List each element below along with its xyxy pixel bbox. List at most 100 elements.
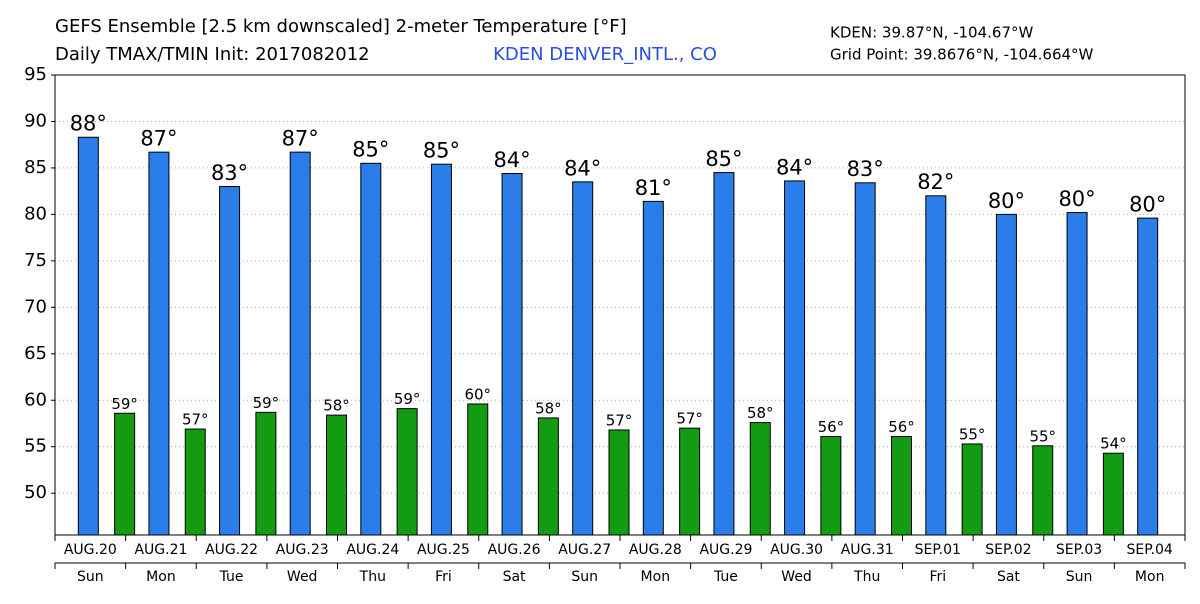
x-tick-label: AUG.29 xyxy=(699,542,752,558)
weekday-label: Sun xyxy=(1066,569,1093,585)
bar xyxy=(961,443,983,536)
bar xyxy=(713,172,735,536)
x-tick-label: AUG.23 xyxy=(276,542,329,558)
value-label: 81° xyxy=(635,176,672,200)
x-tick-label: SEP.01 xyxy=(915,542,961,558)
weekday-label: Wed xyxy=(287,569,318,585)
x-tick-label: SEP.03 xyxy=(1056,542,1102,558)
value-label: 82° xyxy=(917,170,954,194)
value-label: 80° xyxy=(988,189,1025,213)
x-tick-label: AUG.21 xyxy=(134,542,187,558)
y-tick-label: 75 xyxy=(24,250,47,271)
value-label: 85° xyxy=(705,147,742,171)
value-label: 87° xyxy=(140,127,177,151)
value-label: 56° xyxy=(888,418,915,436)
bar xyxy=(642,200,664,536)
value-label: 85° xyxy=(423,139,460,163)
bar xyxy=(1137,217,1159,536)
bar xyxy=(995,213,1017,536)
value-label: 60° xyxy=(464,385,491,403)
bar xyxy=(854,182,876,536)
x-tick-label: SEP.02 xyxy=(985,542,1031,558)
weekday-label: Mon xyxy=(641,569,671,585)
value-label: 87° xyxy=(282,127,319,151)
bar xyxy=(820,435,842,536)
value-label: 59° xyxy=(111,395,138,413)
x-tick-label: AUG.30 xyxy=(770,542,823,558)
x-tick-label: SEP.04 xyxy=(1127,542,1173,558)
value-label: 55° xyxy=(1029,427,1056,445)
chart-subtitle: Daily TMAX/TMIN Init: 2017082012 xyxy=(55,44,370,65)
value-label: 57° xyxy=(182,411,209,429)
x-tick-label: AUG.25 xyxy=(417,542,470,558)
bar xyxy=(430,163,452,536)
weekday-label: Tue xyxy=(713,569,738,585)
value-label: 84° xyxy=(564,156,601,180)
bar xyxy=(1102,452,1124,536)
value-label: 57° xyxy=(676,410,703,428)
value-label: 59° xyxy=(394,390,421,408)
value-label: 85° xyxy=(352,138,389,162)
x-tick-label: AUG.20 xyxy=(64,542,117,558)
y-tick-label: 55 xyxy=(24,436,47,457)
value-label: 84° xyxy=(493,148,530,172)
bar xyxy=(148,151,170,536)
bar xyxy=(360,162,382,536)
location-line: KDEN: 39.87°N, -104.67°W xyxy=(830,24,1034,42)
y-tick-label: 90 xyxy=(24,110,47,131)
bar xyxy=(679,427,701,536)
x-tick-label: AUG.26 xyxy=(488,542,541,558)
x-tick-label: AUG.24 xyxy=(346,542,399,558)
bar xyxy=(925,195,947,536)
x-tick-label: AUG.22 xyxy=(205,542,258,558)
value-label: 80° xyxy=(1129,193,1166,217)
y-tick-label: 60 xyxy=(24,389,47,410)
weekday-label: Tue xyxy=(219,569,244,585)
value-label: 55° xyxy=(959,425,986,443)
bar xyxy=(1066,212,1088,536)
bar xyxy=(255,411,277,536)
bar xyxy=(326,414,347,536)
chart-title: GEFS Ensemble [2.5 km downscaled] 2-mete… xyxy=(55,16,627,37)
value-label: 80° xyxy=(1058,187,1095,211)
weekday-label: Thu xyxy=(359,569,386,585)
y-tick-label: 85 xyxy=(24,157,47,178)
weekday-label: Sat xyxy=(503,569,526,585)
value-label: 59° xyxy=(253,394,280,412)
value-label: 58° xyxy=(747,404,774,422)
bar xyxy=(501,173,523,536)
value-label: 56° xyxy=(818,418,845,436)
weekday-label: Fri xyxy=(435,569,452,585)
weekday-label: Mon xyxy=(1135,569,1165,585)
x-tick-label: AUG.31 xyxy=(841,542,894,558)
value-label: 58° xyxy=(323,397,350,415)
weekday-label: Wed xyxy=(781,569,812,585)
weekday-label: Mon xyxy=(146,569,176,585)
bar xyxy=(572,181,594,536)
value-label: 83° xyxy=(211,161,248,185)
value-label: 83° xyxy=(847,157,884,181)
bar xyxy=(537,417,559,536)
weekday-label: Thu xyxy=(853,569,880,585)
bar xyxy=(396,408,418,536)
bar xyxy=(608,429,630,536)
weekday-label: Fri xyxy=(929,569,946,585)
y-tick-label: 65 xyxy=(24,343,47,364)
y-tick-label: 80 xyxy=(24,203,47,224)
weekday-label: Sat xyxy=(997,569,1020,585)
bar xyxy=(891,435,912,536)
x-tick-label: AUG.28 xyxy=(629,542,682,558)
station-name: KDEN DENVER_INTL., CO xyxy=(493,44,717,65)
x-tick-label: AUG.27 xyxy=(558,542,611,558)
bar xyxy=(289,151,311,536)
bar xyxy=(114,412,136,536)
value-label: 54° xyxy=(1100,435,1127,453)
y-tick-label: 95 xyxy=(24,64,47,85)
bar xyxy=(77,136,99,536)
bar xyxy=(1032,445,1054,536)
y-tick-label: 70 xyxy=(24,296,47,317)
bar xyxy=(784,180,806,536)
weekday-label: Sun xyxy=(571,569,598,585)
bar xyxy=(184,428,206,536)
